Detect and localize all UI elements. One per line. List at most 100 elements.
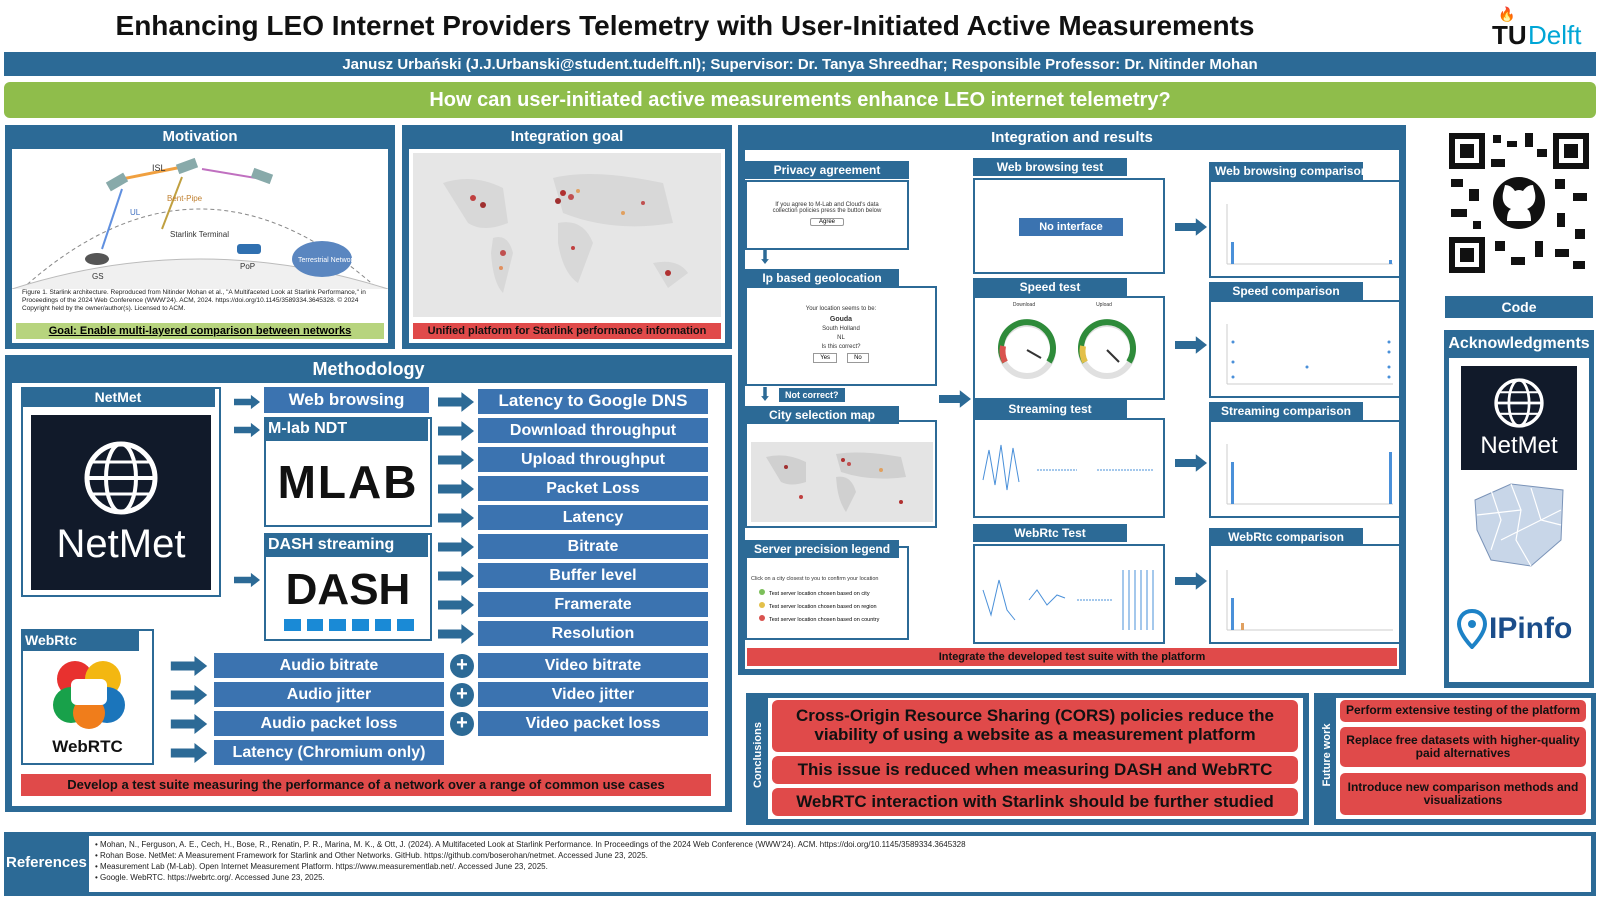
- video-metric-cell: Video packet loss: [478, 711, 708, 736]
- video-metric-cell: Video bitrate: [478, 653, 708, 678]
- arrow-down-icon: [759, 250, 771, 264]
- arrow-icon: [234, 393, 260, 411]
- world-map: [413, 153, 721, 317]
- arrow-icon: [1175, 218, 1207, 236]
- label-pop: PoP: [240, 262, 255, 271]
- tudelft-flame-icon: 🔥: [1498, 6, 1516, 22]
- web-test-box: No interface: [973, 178, 1165, 274]
- ipinfo-logo: IPinfo: [1457, 604, 1585, 654]
- integration-goal-caption: Unified platform for Starlink performanc…: [413, 323, 721, 339]
- arrow-down-icon: [759, 387, 771, 401]
- legend-title: Server precision legend: [745, 540, 899, 558]
- methodology-content: NetMet NetMet Web browsing M-lab NDT MLA…: [12, 383, 725, 806]
- speed-cmp-box: [1209, 300, 1401, 398]
- legend-intro: Click on a city closest to you to confir…: [751, 576, 879, 582]
- legend-item: Test server location chosen based on reg…: [759, 601, 907, 614]
- plus-icon: +: [450, 712, 474, 736]
- arrow-icon: [438, 421, 474, 441]
- metric-cell: Bitrate: [478, 534, 708, 559]
- map-outline-icon: [1474, 483, 1564, 567]
- code-label: Code: [1445, 296, 1593, 318]
- future-item: Introduce new comparison methods and vis…: [1340, 773, 1586, 815]
- agree-button[interactable]: Agree: [810, 218, 844, 226]
- webrtc-block: WebRtc WebRTC: [21, 629, 154, 765]
- integration-goal-content: Unified platform for Starlink performanc…: [409, 149, 725, 343]
- integration-footer: Integrate the developed test suite with …: [747, 648, 1397, 666]
- label-bentpipe: Bent-Pipe: [167, 194, 203, 203]
- methodology-panel: Methodology NetMet NetMet Web browsing M…: [5, 355, 732, 812]
- globe-icon: [1494, 378, 1544, 428]
- metric-cell: Latency to Google DNS: [478, 389, 708, 414]
- netmet-logo: NetMet: [31, 415, 211, 590]
- web-browsing-cell: Web browsing: [264, 387, 429, 413]
- integration-panel: Integration and results If you agree to …: [738, 125, 1406, 675]
- netmet-label: NetMet: [21, 387, 215, 407]
- ack-netmet-text: NetMet: [1480, 432, 1558, 459]
- qr-code-icon: [1445, 129, 1593, 277]
- integration-goal-title: Integration goal: [510, 128, 624, 145]
- mlab-logo: MLAB: [277, 456, 419, 508]
- future-content: Perform extensive testing of the platfor…: [1336, 698, 1591, 819]
- label-isl: ISL: [152, 163, 166, 173]
- conclusions-content: Cross-Origin Resource Sharing (CORS) pol…: [768, 698, 1303, 819]
- references-panel: References • Mohan, N., Ferguson, A. E.,…: [4, 832, 1596, 896]
- stream-cmp-box: [1209, 420, 1401, 518]
- geo-country: NL: [837, 335, 845, 341]
- webrtc-cmp-box: [1209, 544, 1401, 644]
- conclusion-item: Cross-Origin Resource Sharing (CORS) pol…: [772, 700, 1298, 752]
- legend-item: Test server location chosen based on cou…: [759, 614, 907, 627]
- arrow-icon: [438, 595, 474, 615]
- label-ul: UL: [130, 208, 141, 217]
- audio-metric-cell: Latency (Chromium only): [214, 740, 444, 765]
- audio-metric-cell: Audio bitrate: [214, 653, 444, 678]
- ack-title: Acknowledgments: [1448, 335, 1590, 352]
- speed-cmp-chart: [1226, 324, 1393, 385]
- speed-gauge-upload: [1078, 319, 1136, 379]
- geo-line1: Your location seems to be:: [805, 306, 877, 312]
- gauge1-label: Download: [1012, 302, 1036, 308]
- yes-button[interactable]: Yes: [813, 353, 838, 363]
- video-metric-cell: Video jitter: [478, 682, 708, 707]
- stream-cmp-title: Streaming comparison: [1209, 402, 1363, 420]
- legend-dot-city: [759, 589, 765, 595]
- arrow-icon: [1175, 572, 1207, 590]
- starlink-architecture-diagram: ISL Bent-Pipe UL Starlink Terminal GS Po…: [12, 157, 388, 289]
- geo-title: Ip based geolocation: [745, 269, 899, 287]
- ack-content: NetMet IPinfo: [1449, 358, 1589, 682]
- world-map-svg: [443, 174, 688, 293]
- netmet-logo-text: NetMet: [56, 522, 186, 566]
- plus-icon: +: [450, 654, 474, 678]
- dash-logo: DASH: [285, 565, 411, 614]
- arrow-icon: [438, 479, 474, 499]
- dash-label: DASH streaming: [264, 533, 428, 557]
- future-item: Perform extensive testing of the platfor…: [1340, 700, 1586, 722]
- question-bar: How can user-initiated active measuremen…: [4, 82, 1596, 118]
- poster-title: Enhancing LEO Internet Providers Telemet…: [115, 10, 1255, 41]
- speed-test-title: Speed test: [973, 278, 1127, 296]
- dash-bars: [284, 619, 415, 631]
- arrow-icon: [438, 392, 474, 412]
- stream-cmp-chart: [1226, 444, 1393, 505]
- reference-item: • Mohan, N., Ferguson, A. E., Cech, H., …: [95, 840, 966, 849]
- speed-gauge-download: [998, 319, 1056, 379]
- city-map-svg: [751, 442, 933, 522]
- arrow-icon: [234, 571, 260, 589]
- arrow-icon: [170, 743, 208, 763]
- logo-delft: Delft: [1528, 20, 1582, 50]
- qr-code[interactable]: [1445, 129, 1593, 277]
- webrtc-test-box: [973, 544, 1165, 644]
- ipinfo-pin-icon: [1457, 609, 1487, 649]
- arrow-icon: [1175, 454, 1207, 472]
- conclusion-item: This issue is reduced when measuring DAS…: [772, 756, 1298, 784]
- no-button[interactable]: No: [847, 353, 869, 363]
- webrtc-test-charts: [982, 570, 1154, 630]
- webrtc-logo-icon: [53, 661, 125, 729]
- metric-cell: Packet Loss: [478, 476, 708, 501]
- metric-cell: Buffer level: [478, 563, 708, 588]
- streaming-test-charts: [982, 444, 1153, 491]
- future-panel: Future work Perform extensive testing of…: [1314, 693, 1596, 825]
- web-cmp-title: Web browsing comparison: [1209, 162, 1368, 180]
- audio-metric-cell: Audio jitter: [214, 682, 444, 707]
- arrow-icon: [438, 450, 474, 470]
- plus-icon: +: [450, 683, 474, 707]
